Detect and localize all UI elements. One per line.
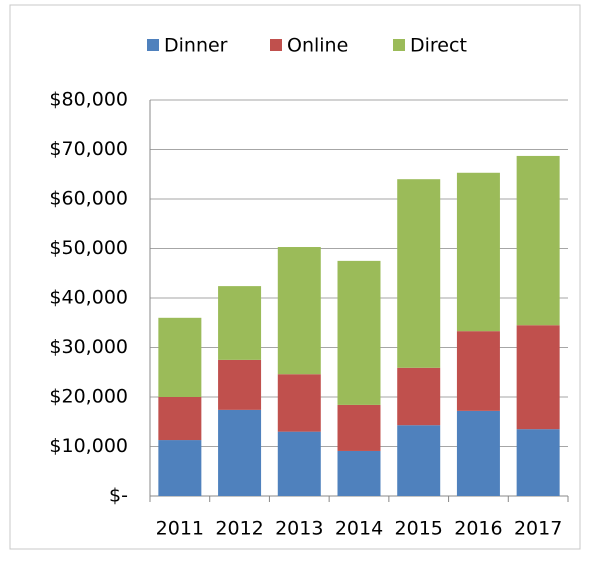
x-tick-label: 2015 bbox=[395, 518, 443, 540]
bar-segment bbox=[218, 286, 262, 360]
bar-segment bbox=[456, 172, 500, 332]
x-tick-label: 2013 bbox=[275, 518, 323, 540]
y-tick-label: $50,000 bbox=[49, 237, 128, 259]
bar-segment bbox=[516, 155, 560, 326]
legend-swatch bbox=[393, 39, 405, 51]
y-tick-label: $30,000 bbox=[49, 336, 128, 358]
bar-segment bbox=[397, 425, 441, 496]
x-tick-label: 2014 bbox=[335, 518, 383, 540]
bar-segment bbox=[218, 409, 262, 496]
legend-label: Dinner bbox=[164, 35, 228, 57]
bar-segment bbox=[337, 260, 381, 405]
y-tick-label: $- bbox=[109, 485, 128, 507]
x-tick-label: 2011 bbox=[156, 518, 204, 540]
bar-segment bbox=[158, 440, 202, 496]
bar-segment bbox=[158, 397, 202, 441]
bar-segment bbox=[158, 317, 202, 397]
bar-segment bbox=[456, 410, 500, 496]
legend-label: Direct bbox=[410, 35, 467, 57]
legend-label: Online bbox=[287, 35, 348, 57]
bar-segment bbox=[397, 179, 441, 368]
bar-segment bbox=[337, 404, 381, 451]
legend-swatch bbox=[147, 39, 159, 51]
bar-segment bbox=[277, 374, 321, 432]
bar-segment bbox=[337, 450, 381, 496]
bar-segment bbox=[456, 331, 500, 411]
x-tick-label: 2017 bbox=[514, 518, 562, 540]
bar-segment bbox=[516, 429, 560, 496]
legend-swatch bbox=[270, 39, 282, 51]
y-tick-label: $60,000 bbox=[49, 188, 128, 210]
y-tick-label: $20,000 bbox=[49, 386, 128, 408]
y-tick-label: $80,000 bbox=[49, 89, 128, 111]
x-tick-label: 2012 bbox=[215, 518, 263, 540]
bar-segment bbox=[516, 325, 560, 430]
y-tick-label: $70,000 bbox=[49, 138, 128, 160]
bar-segment bbox=[277, 247, 321, 375]
bar-segment bbox=[277, 431, 321, 496]
bar-segment bbox=[397, 367, 441, 426]
y-tick-label: $10,000 bbox=[49, 435, 128, 457]
bar-segment bbox=[218, 359, 262, 410]
y-tick-label: $40,000 bbox=[49, 287, 128, 309]
x-tick-label: 2016 bbox=[454, 518, 502, 540]
